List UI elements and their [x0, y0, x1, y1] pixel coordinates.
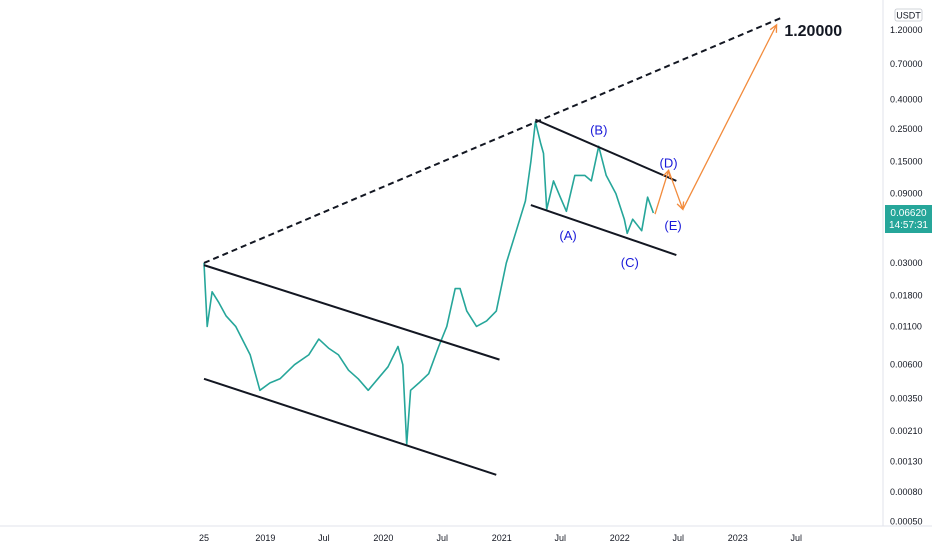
wave-label-e: (E): [664, 218, 681, 233]
channel2-lower-line: [530, 204, 677, 257]
price-tick-label: 0.15000: [890, 156, 923, 166]
target-price-label: 1.20000: [784, 23, 842, 40]
time-axis-ticks: 25 2019 Jul 2020 Jul 2021 Jul 2022 Jul 2023 Jul: [199, 533, 802, 543]
time-tick-label: Jul: [555, 533, 567, 543]
projection-segment: [654, 170, 670, 215]
price-tick-label: 0.00130: [890, 456, 923, 466]
time-tick-label: 2019: [255, 533, 275, 543]
price-tick-label: 0.03000: [890, 258, 923, 268]
price-tick-label: 0.09000: [890, 189, 923, 199]
wave-label-b: (B): [590, 122, 607, 137]
svg-text:USDT: USDT: [896, 10, 921, 20]
time-tick-label: Jul: [318, 533, 330, 543]
wave-label-a: (A): [559, 228, 576, 243]
price-axis-ticks: 1.20000 0.70000 0.40000 0.25000 0.15000 0.090…: [890, 25, 923, 527]
wave-labels: (A) (B) (C) (D) (E) 1.20000: [559, 23, 842, 270]
price-tick-label: 0.00050: [890, 517, 923, 527]
wave-label-d: (D): [660, 155, 678, 170]
time-tick-label: 2020: [373, 533, 393, 543]
price-tick-label: 0.01100: [890, 321, 922, 331]
trendlines: [203, 17, 782, 476]
time-tick-label: Jul: [437, 533, 449, 543]
time-tick-label: 25: [199, 533, 209, 543]
price-tick-label: 0.00350: [890, 394, 923, 404]
countdown-label: 14:57:31: [889, 220, 928, 231]
price-tick-label: 0.70000: [890, 59, 923, 69]
time-tick-label: Jul: [791, 533, 803, 543]
projection-path: [654, 23, 778, 215]
time-tick-label: 2023: [728, 533, 748, 543]
projection-arrowhead: [769, 23, 778, 33]
time-tick-label: 2021: [492, 533, 512, 543]
projection-segment: [667, 170, 684, 210]
currency-badge: USDT: [894, 8, 923, 22]
time-tick-label: Jul: [673, 533, 685, 543]
price-tick-label: 0.00600: [890, 360, 923, 370]
time-tick-label: 2022: [610, 533, 630, 543]
price-tick-label: 1.20000: [890, 25, 923, 35]
channel1-lower-line: [203, 377, 497, 476]
price-series: [203, 121, 655, 446]
price-tick-label: 0.00080: [890, 487, 923, 497]
last-price-badge: 0.06620 14:57:31: [885, 205, 932, 233]
price-tick-label: 0.25000: [890, 124, 923, 134]
price-series-line: [203, 121, 655, 446]
wave-label-c: (C): [621, 255, 639, 270]
projection-arrowhead: [662, 168, 671, 179]
upper-dashed-trendline: [203, 17, 782, 264]
price-tick-label: 0.00210: [890, 426, 923, 436]
price-tick-label: 0.40000: [890, 94, 923, 104]
price-tick-label: 0.01800: [890, 290, 923, 300]
channel1-upper-line: [203, 264, 500, 361]
projection-segment: [682, 24, 778, 210]
last-price-label: 0.06620: [890, 208, 927, 219]
channel2-upper-line: [534, 118, 677, 182]
